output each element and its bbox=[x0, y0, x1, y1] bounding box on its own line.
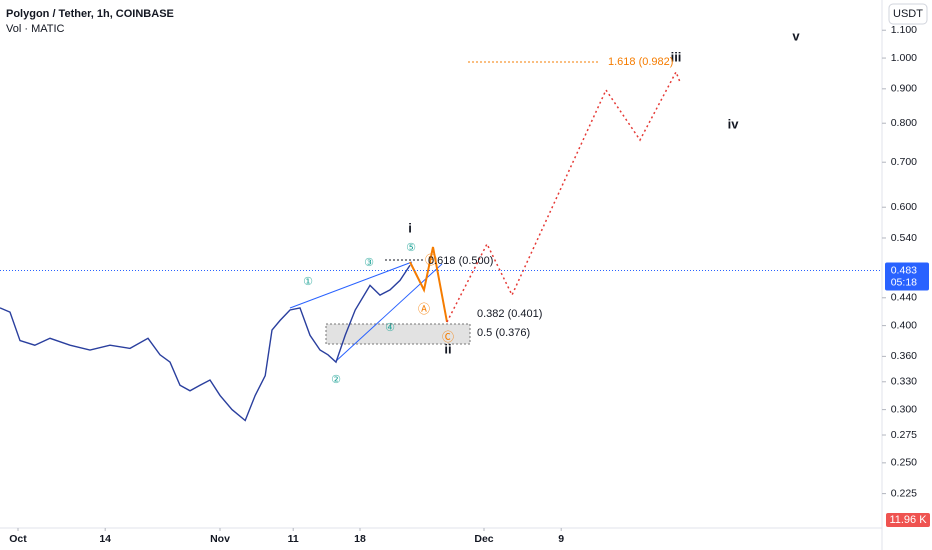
y-tick-label: 0.600 bbox=[891, 201, 917, 213]
x-tick-label: 9 bbox=[558, 533, 564, 545]
y-tick-label: 1.000 bbox=[891, 52, 917, 64]
impulse-label: ④ bbox=[385, 322, 395, 334]
countdown: 05:18 bbox=[891, 276, 917, 288]
y-tick-label: 0.275 bbox=[891, 429, 917, 441]
price-line bbox=[0, 264, 411, 422]
y-tick-label: 0.900 bbox=[891, 83, 917, 95]
y-tick-label: 0.300 bbox=[891, 403, 917, 415]
x-tick-label: 14 bbox=[99, 533, 111, 545]
x-tick-label: Nov bbox=[210, 533, 230, 545]
wave-label: iv bbox=[728, 116, 740, 131]
impulse-label: ① bbox=[303, 276, 313, 288]
impulse-label: ② bbox=[331, 374, 341, 386]
y-tick-label: 0.250 bbox=[891, 457, 917, 469]
x-tick-label: 18 bbox=[354, 533, 366, 545]
y-tick-label: 0.800 bbox=[891, 117, 917, 129]
y-tick-label: 1.100 bbox=[891, 24, 917, 36]
y-tick-label: 0.360 bbox=[891, 350, 917, 362]
fib-label: 1.618 (0.982) bbox=[608, 56, 673, 68]
volume-badge bbox=[886, 513, 930, 527]
y-tick-label: 0.225 bbox=[891, 487, 917, 499]
last-price: 0.483 bbox=[891, 264, 917, 276]
wedge-line bbox=[289, 261, 413, 309]
x-tick-label: Dec bbox=[474, 533, 493, 545]
fib-box bbox=[325, 323, 471, 345]
wave-label: iii bbox=[671, 49, 682, 64]
x-tick-label: Oct bbox=[9, 533, 27, 545]
y-tick-label: 0.440 bbox=[891, 292, 917, 304]
currency-button[interactable] bbox=[888, 3, 928, 25]
volume-label: 11.96 K bbox=[889, 514, 927, 526]
correction-path bbox=[409, 246, 448, 323]
y-tick-label: 0.400 bbox=[891, 319, 917, 331]
chart-title: Polygon / Tether, 1h, COINBASE bbox=[6, 8, 174, 20]
wave-label: ii bbox=[444, 341, 451, 356]
fib-label: 0.382 (0.401) bbox=[477, 308, 542, 320]
currency[interactable]: USDT bbox=[893, 8, 923, 20]
wedge-line bbox=[334, 263, 443, 363]
subtitle: Vol · MATIC bbox=[6, 23, 65, 35]
y-tick-label: 0.540 bbox=[891, 232, 917, 244]
correction-label: Ⓐ bbox=[418, 302, 430, 316]
wave-label: v bbox=[792, 28, 800, 43]
y-tick-label: 0.330 bbox=[891, 376, 917, 388]
impulse-label: ⑤ bbox=[406, 242, 416, 254]
impulse-label: ③ bbox=[364, 257, 374, 269]
x-tick-label: 11 bbox=[288, 533, 299, 545]
y-tick-label: 0.700 bbox=[891, 156, 917, 168]
fib-label: 0.5 (0.376) bbox=[477, 327, 530, 339]
last-price-badge bbox=[885, 262, 929, 291]
correction-label: Ⓑ bbox=[425, 253, 437, 267]
axes: 1.100 1.000 0.900 0.800 0.700 0.600 0.540 0.440… bbox=[9, 24, 917, 545]
correction-label: Ⓒ bbox=[442, 330, 454, 344]
fib-label: 0.618 (0.500) bbox=[428, 255, 493, 267]
wave-label: i bbox=[408, 220, 412, 235]
